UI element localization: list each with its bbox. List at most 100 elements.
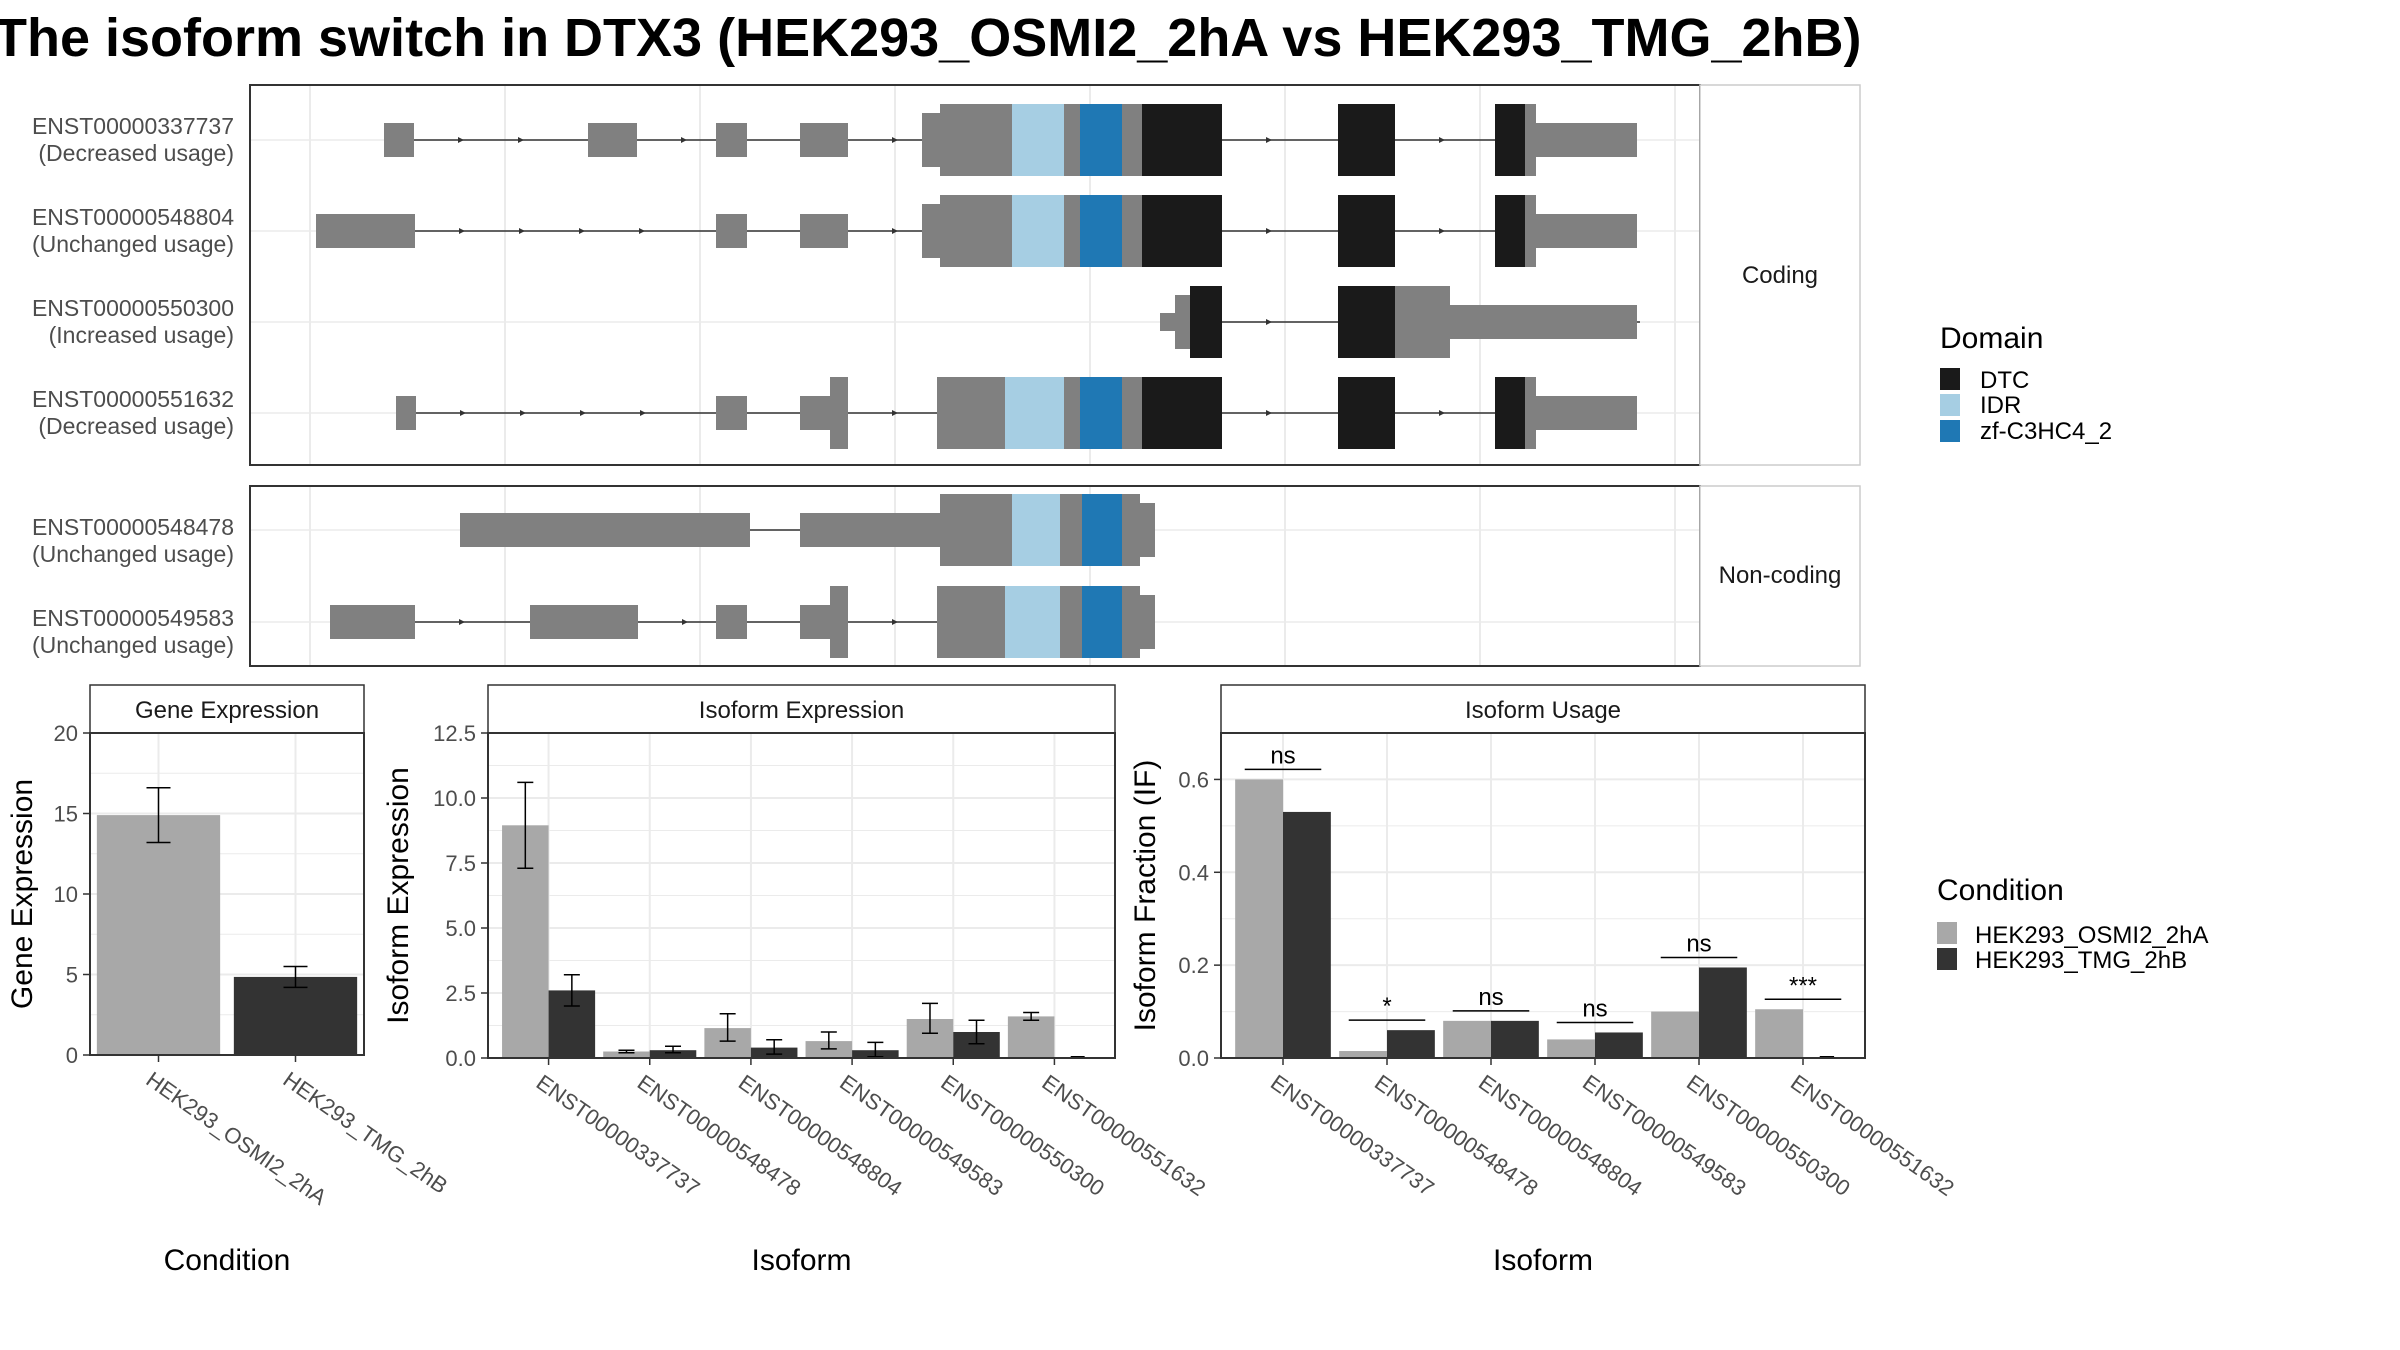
- x-tick-label: ENST00000549583: [835, 1070, 1008, 1201]
- domain-block-dtc: [1495, 104, 1525, 176]
- y-tick-label: 5: [66, 963, 78, 988]
- transcript-models: [316, 104, 1640, 658]
- exon-block: [1122, 195, 1142, 267]
- domain-block-idr: [1012, 104, 1064, 176]
- condition-legend-title: Condition: [1937, 874, 2064, 907]
- intron-arrow: [1266, 319, 1272, 325]
- transcript-model: [1160, 286, 1640, 358]
- bar: [1699, 967, 1747, 1058]
- bar: [1491, 1020, 1539, 1058]
- domain-block-dtc: [1338, 195, 1395, 267]
- noncoding-strip-label: Non-coding: [1719, 562, 1842, 589]
- exon-block: [1536, 214, 1637, 248]
- bar: [1007, 1016, 1055, 1058]
- transcript-model: [330, 586, 1155, 658]
- exon-block: [1525, 377, 1536, 449]
- bar: [1339, 1051, 1387, 1058]
- exon-block: [800, 123, 848, 157]
- row-label-usage: (Decreased usage): [38, 140, 234, 166]
- intron-arrow: [458, 137, 464, 143]
- exon-block: [384, 123, 414, 157]
- domain-block-idr: [1012, 195, 1064, 267]
- exon-block: [940, 494, 1012, 566]
- exon-block: [1175, 295, 1190, 349]
- x-tick-label: ENST00000337737: [532, 1070, 705, 1201]
- exon-block: [940, 195, 1012, 267]
- row-label-usage: (Unchanged usage): [32, 541, 234, 567]
- intron-arrow: [579, 228, 585, 234]
- significance-label: ns: [1686, 930, 1711, 957]
- x-axis-title: Isoform: [1493, 1244, 1593, 1277]
- panel-strip: [487, 684, 1116, 734]
- domain-block-zf: [1082, 494, 1122, 566]
- y-tick-label: 0.2: [1178, 953, 1209, 978]
- domain-block-dtc: [1142, 377, 1222, 449]
- x-axis-title: Condition: [164, 1244, 291, 1277]
- noncoding-strip: [1699, 485, 1861, 667]
- intron-arrow: [682, 619, 688, 625]
- domain-block-zf: [1080, 195, 1122, 267]
- bar: [1387, 1030, 1435, 1058]
- legend-swatch-cond1: [1937, 922, 1957, 944]
- exon-block: [800, 605, 830, 639]
- exon-block: [1525, 104, 1536, 176]
- exon-block: [1140, 503, 1155, 557]
- exon-block: [1140, 595, 1155, 649]
- exon-block: [830, 377, 848, 449]
- y-tick-label: 2.5: [445, 981, 476, 1006]
- exon-block: [830, 586, 848, 658]
- exon-block: [937, 586, 1005, 658]
- legend-label-cond1: HEK293_OSMI2_2hA: [1975, 922, 2208, 949]
- legend-swatch-cond2: [1937, 948, 1957, 970]
- exon-block: [937, 377, 1005, 449]
- bar: [603, 1051, 650, 1058]
- x-tick-label: ENST00000548804: [734, 1070, 907, 1201]
- domain-block-zf: [1080, 104, 1122, 176]
- exon-block: [460, 513, 750, 547]
- y-tick-label: 15: [54, 802, 78, 827]
- legend-label-dtc: DTC: [1980, 367, 2029, 394]
- domain-block-idr: [1005, 586, 1060, 658]
- legend-swatch-idr: [1940, 394, 1960, 416]
- exon-block: [1060, 494, 1082, 566]
- panel-strip-label: Gene Expression: [135, 697, 319, 724]
- isoform-usage-chart: Isoform Usage ns * ns ns ns *** 0.0 0.2 0.4 0.6 ENS…: [1129, 684, 1959, 1277]
- coding-strip: [1699, 84, 1861, 466]
- intron-arrow: [1266, 410, 1272, 416]
- isoform-row-labels: ENST00000337737 (Decreased usage) ENST00…: [32, 113, 234, 658]
- domain-block-dtc: [1338, 104, 1395, 176]
- domain-block-idr: [1012, 494, 1060, 566]
- significance-label: ns: [1270, 742, 1295, 769]
- exon-block: [800, 214, 848, 248]
- bar: [1651, 1011, 1699, 1058]
- exon-block: [1395, 286, 1450, 358]
- x-tick-label: ENST00000551632: [1038, 1070, 1211, 1201]
- row-label-id: ENST00000337737: [32, 113, 234, 139]
- panel-frame: [487, 732, 1116, 1059]
- y-tick-label: 7.5: [445, 851, 476, 876]
- exon-block: [716, 605, 747, 639]
- exon-block: [1064, 104, 1080, 176]
- exon-block: [396, 396, 416, 430]
- legend-label-zf: zf-C3HC4_2: [1980, 418, 2112, 445]
- significance-label: ***: [1789, 972, 1817, 999]
- y-axis-title: Isoform Fraction (IF): [1129, 760, 1162, 1032]
- intron-arrow: [639, 228, 645, 234]
- x-tick-label: ENST00000551632: [1786, 1070, 1959, 1201]
- panel-strip: [1220, 684, 1866, 734]
- bar: [1283, 811, 1331, 1058]
- transcript-model: [460, 494, 1155, 566]
- exon-block: [922, 113, 940, 167]
- domain-block-idr: [1005, 377, 1064, 449]
- exon-block: [1064, 195, 1080, 267]
- y-axis-title: Gene Expression: [6, 779, 39, 1009]
- panel-strip-label: Isoform Expression: [699, 697, 904, 724]
- bar: [1443, 1020, 1491, 1058]
- exon-block: [588, 123, 637, 157]
- bar: [1235, 779, 1283, 1058]
- figure-title: The isoform switch in DTX3 (HEK293_OSMI2…: [0, 8, 1862, 68]
- y-axis-title: Isoform Expression: [382, 767, 415, 1024]
- row-label-usage: (Unchanged usage): [32, 632, 234, 658]
- transcript-model: [316, 195, 1637, 267]
- x-axis-title: Isoform: [751, 1244, 851, 1277]
